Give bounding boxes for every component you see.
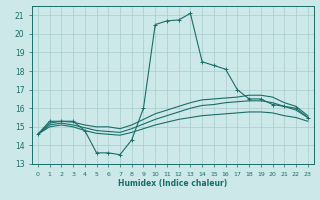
X-axis label: Humidex (Indice chaleur): Humidex (Indice chaleur) — [118, 179, 228, 188]
